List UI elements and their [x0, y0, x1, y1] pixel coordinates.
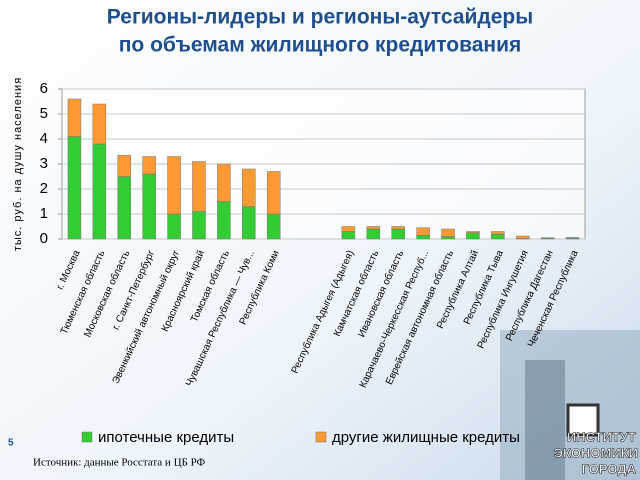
y-tick-label: 3	[40, 155, 48, 172]
legend-swatch	[315, 431, 327, 443]
bar-segment	[515, 235, 530, 239]
y-tick-label: 1	[40, 205, 48, 222]
bar-segment	[266, 213, 281, 240]
bar-segment	[217, 201, 231, 240]
bar-segment	[242, 206, 256, 240]
y-tick-label: 4	[40, 130, 48, 147]
logo-text: ГОРОДА	[582, 461, 637, 476]
y-tick-label: 0	[40, 230, 48, 247]
bar-segment	[67, 136, 82, 240]
bar-segment	[242, 168, 256, 207]
bar-segment	[565, 237, 580, 239]
bar-segment	[167, 213, 181, 240]
bar-segment	[117, 176, 132, 240]
bar-segment	[441, 236, 455, 240]
bar-segment	[341, 231, 356, 240]
bar-segment	[391, 226, 405, 230]
bar-segment	[142, 156, 156, 175]
legend-swatch	[81, 431, 93, 443]
bar-segment	[366, 228, 381, 240]
chart-subtitle: по объемам жилищного кредитования	[119, 34, 522, 57]
bar-segment	[491, 233, 505, 240]
legend-label: другие жилищные кредиты	[332, 429, 520, 446]
page-number: 5	[8, 438, 14, 449]
y-tick-label: 2	[40, 180, 48, 197]
bar-segment	[266, 171, 281, 215]
bar-segment	[416, 227, 430, 236]
bar-segment	[466, 231, 480, 233]
y-tick-label: 5	[40, 105, 48, 122]
legend-label: ипотечные кредиты	[98, 429, 234, 446]
bar-segment	[391, 228, 405, 240]
bar-segment	[416, 235, 430, 240]
bar-segment	[117, 155, 132, 177]
chart-title: Регионы-лидеры и регионы-аутсайдеры	[107, 6, 533, 29]
logo-text: ИНСТИТУТ	[567, 429, 636, 444]
bar-segment	[167, 156, 181, 215]
logo-mark	[566, 403, 600, 437]
logo-text: ЭКОНОМИКИ	[554, 445, 638, 460]
bar-segment	[341, 226, 356, 232]
bar-segment	[142, 173, 156, 240]
bar-segment	[67, 98, 82, 137]
bar-segment	[491, 231, 505, 235]
bar-segment	[92, 103, 107, 145]
bar-segment	[217, 163, 231, 202]
bar-segment	[192, 161, 206, 212]
y-tick-label: 6	[40, 80, 48, 97]
y-axis-label: тыс. руб. на душу населения	[12, 77, 24, 251]
bar-segment	[441, 228, 455, 237]
bar-segment	[466, 232, 480, 240]
source: Источник: данные Росстата и ЦБ РФ	[33, 457, 206, 469]
bar-segment	[540, 237, 555, 239]
building-image	[525, 360, 565, 480]
bar-segment	[92, 143, 107, 240]
bar-segment	[366, 226, 381, 230]
bar-segment	[192, 211, 206, 240]
